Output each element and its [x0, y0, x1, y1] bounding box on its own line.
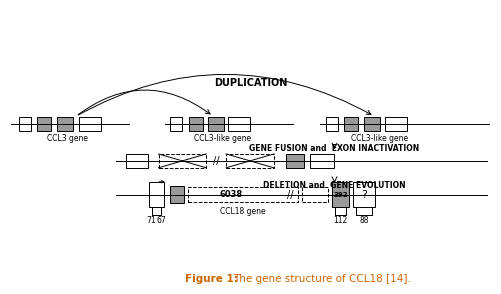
Text: CCL18 gene: CCL18 gene [220, 208, 266, 216]
Text: 71: 71 [146, 216, 156, 225]
Bar [344, 117, 358, 131]
Bar [285, 154, 303, 168]
Text: DUPLICATION: DUPLICATION [214, 78, 287, 88]
Text: CCL3-like gene: CCL3-like gene [350, 134, 407, 143]
Bar [353, 182, 375, 208]
Bar [384, 117, 406, 131]
Text: Figure 1:: Figure 1: [185, 274, 241, 284]
Bar [148, 182, 164, 208]
Bar [37, 117, 51, 131]
Bar [364, 117, 380, 131]
Text: The gene structure of CCL18 [14].: The gene structure of CCL18 [14]. [232, 274, 410, 284]
Bar [301, 187, 327, 203]
Text: CCL3 gene: CCL3 gene [47, 134, 87, 143]
Bar [19, 117, 31, 131]
Text: //: // [212, 156, 219, 166]
Text: 67: 67 [156, 216, 166, 225]
Bar [188, 187, 297, 203]
Text: 112: 112 [333, 216, 347, 225]
Bar [225, 154, 274, 168]
Bar [309, 154, 333, 168]
Bar [208, 117, 224, 131]
Text: DELETION and  GENE EVOLUTION: DELETION and GENE EVOLUTION [263, 181, 405, 190]
Text: //: // [286, 190, 293, 200]
Bar [227, 117, 249, 131]
Text: 392: 392 [333, 192, 347, 198]
Bar [158, 154, 206, 168]
Text: 6038: 6038 [219, 190, 242, 199]
Bar [325, 117, 337, 131]
Bar [79, 117, 101, 131]
Bar [57, 117, 73, 131]
Bar [125, 154, 147, 168]
Text: CCL3-like gene: CCL3-like gene [193, 134, 250, 143]
Bar [170, 117, 182, 131]
Bar [170, 186, 184, 203]
Text: GENE FUSION and  EXON INACTIVATION: GENE FUSION and EXON INACTIVATION [249, 144, 419, 153]
Bar [331, 182, 349, 208]
Text: ?: ? [361, 190, 367, 200]
Bar [189, 117, 203, 131]
Text: 88: 88 [359, 216, 368, 225]
